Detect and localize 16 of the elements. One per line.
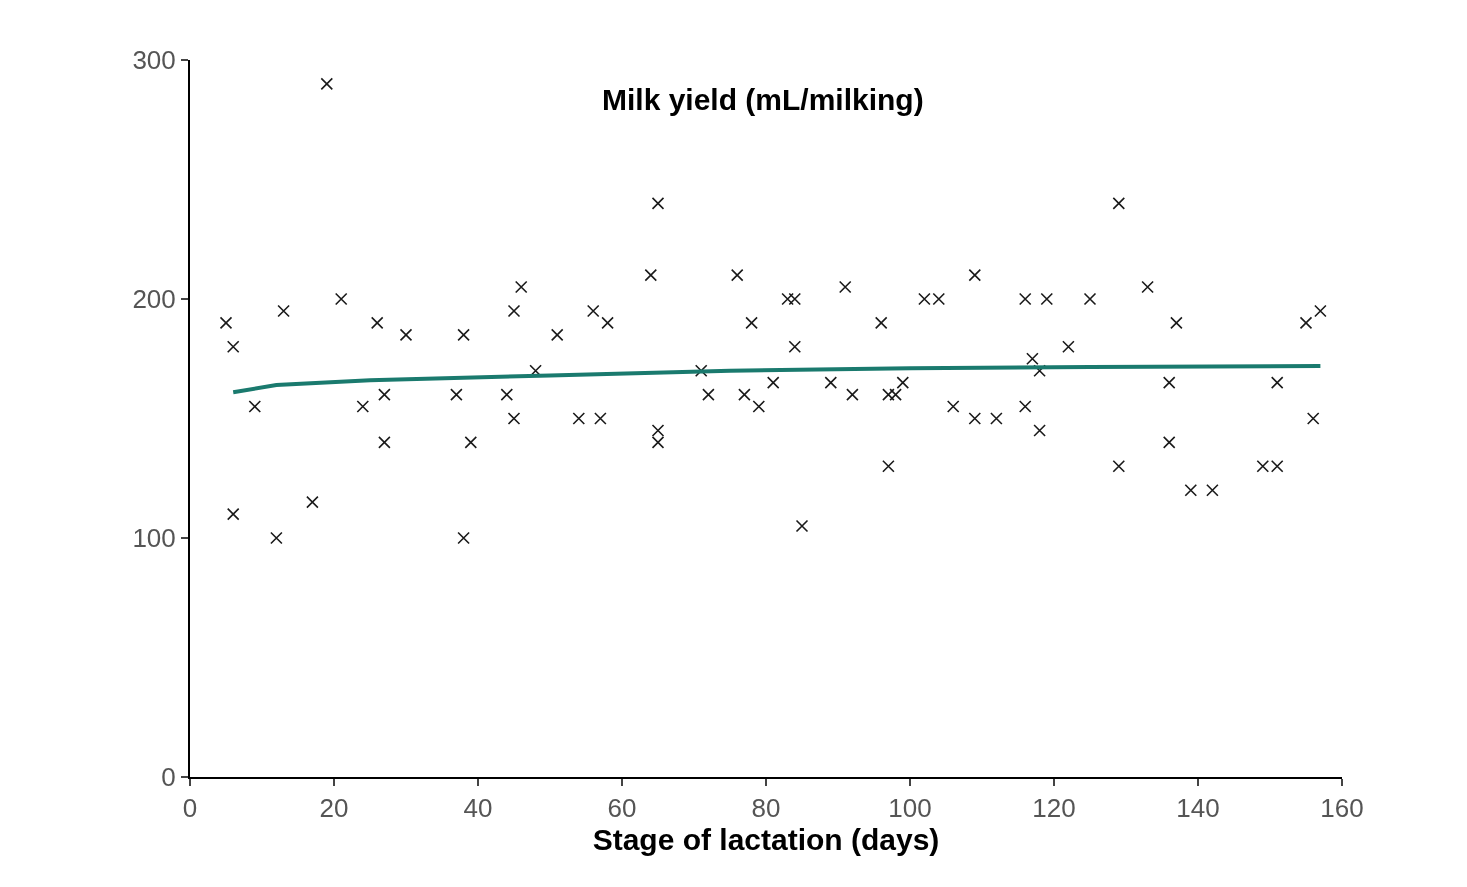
line-series — [231, 363, 1323, 395]
x-tick-label: 0 — [182, 793, 198, 824]
text: Milk yield (mL/milking) — [601, 82, 924, 116]
x-tick-label: 120 — [1032, 793, 1076, 824]
y-tick-label: 0 — [161, 762, 176, 793]
x-tick-label: 40 — [463, 793, 493, 824]
x-tick-label: 140 — [1176, 793, 1220, 824]
x-tick-label: 60 — [607, 793, 637, 824]
y-tick-label: 200 — [132, 284, 176, 315]
x-axis-title: Stage of lactation (days) — [592, 823, 940, 857]
y-tick-label: 100 — [132, 523, 176, 554]
x-tick-label: 20 — [319, 793, 349, 824]
x-tick-label: 100 — [888, 793, 932, 824]
x-tick-label: 160 — [1320, 793, 1364, 824]
x-tick-label: 80 — [751, 793, 781, 824]
y-tick-label: 300 — [132, 45, 176, 76]
